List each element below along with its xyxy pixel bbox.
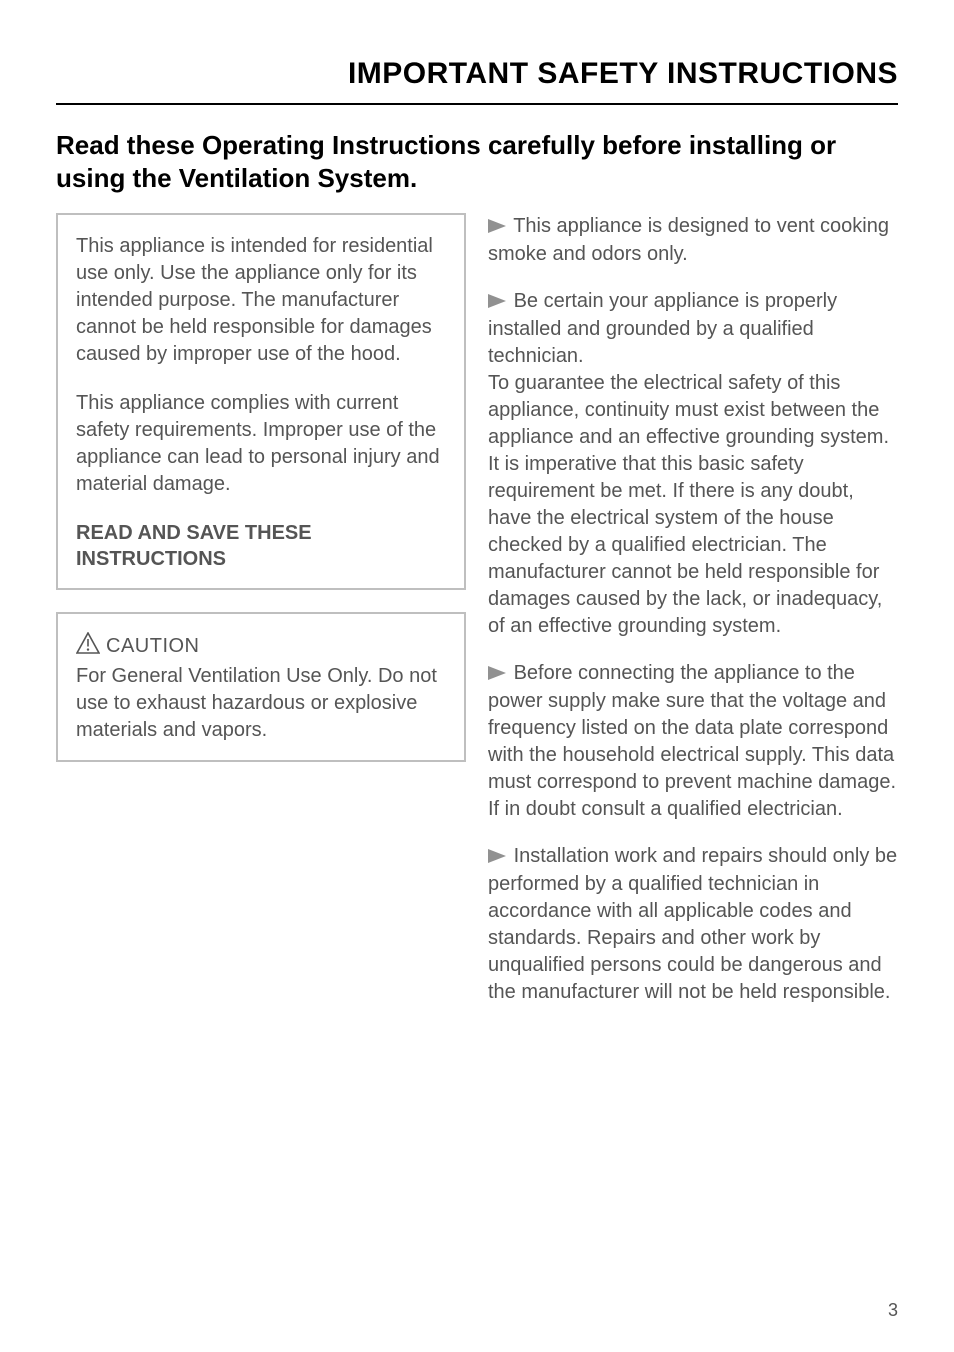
installation-paragraph: Installation work and repairs should onl… — [488, 843, 898, 1006]
bullet-triangle-icon — [488, 661, 506, 688]
read-and-save-heading: READ AND SAVE THESE INSTRUCTIONS — [76, 520, 446, 572]
caution-label: CAUTION — [106, 633, 200, 660]
intended-use-box: This appliance is intended for residenti… — [56, 213, 466, 590]
caution-body-text: For General Ventilation Use Only. Do not… — [76, 663, 446, 744]
page-subtitle: Read these Operating Instructions carefu… — [56, 129, 898, 196]
bullet-triangle-icon — [488, 289, 506, 316]
caution-box: CAUTION For General Ventilation Use Only… — [56, 612, 466, 762]
warning-triangle-icon — [76, 632, 100, 661]
grounding-paragraph: Be certain your appliance is properly in… — [488, 288, 898, 640]
grounding-lead-text: Be certain your appliance is properly in… — [488, 290, 837, 367]
vent-purpose-paragraph: This appliance is designed to vent cooki… — [488, 213, 898, 268]
read-and-save-line1: READ AND SAVE THESE — [76, 522, 312, 544]
two-column-layout: This appliance is intended for residenti… — [56, 213, 898, 1026]
voltage-text: Before connecting the appliance to the p… — [488, 662, 896, 820]
caution-header: CAUTION — [76, 632, 446, 661]
read-and-save-line2: INSTRUCTIONS — [76, 548, 226, 570]
voltage-paragraph: Before connecting the appliance to the p… — [488, 660, 898, 823]
left-column: This appliance is intended for residenti… — [56, 213, 466, 1026]
vent-purpose-text: This appliance is designed to vent cooki… — [488, 215, 889, 265]
page-title: IMPORTANT SAFETY INSTRUCTIONS — [56, 54, 898, 105]
page-number: 3 — [888, 1298, 898, 1322]
right-column: This appliance is designed to vent cooki… — [488, 213, 898, 1026]
bullet-triangle-icon — [488, 214, 506, 241]
bullet-triangle-icon — [488, 844, 506, 871]
intended-use-text: This appliance is intended for residenti… — [76, 233, 446, 368]
compliance-text: This appliance complies with current saf… — [76, 390, 446, 498]
grounding-body-text: To guarantee the electrical safety of th… — [488, 372, 889, 637]
installation-text: Installation work and repairs should onl… — [488, 845, 897, 1003]
